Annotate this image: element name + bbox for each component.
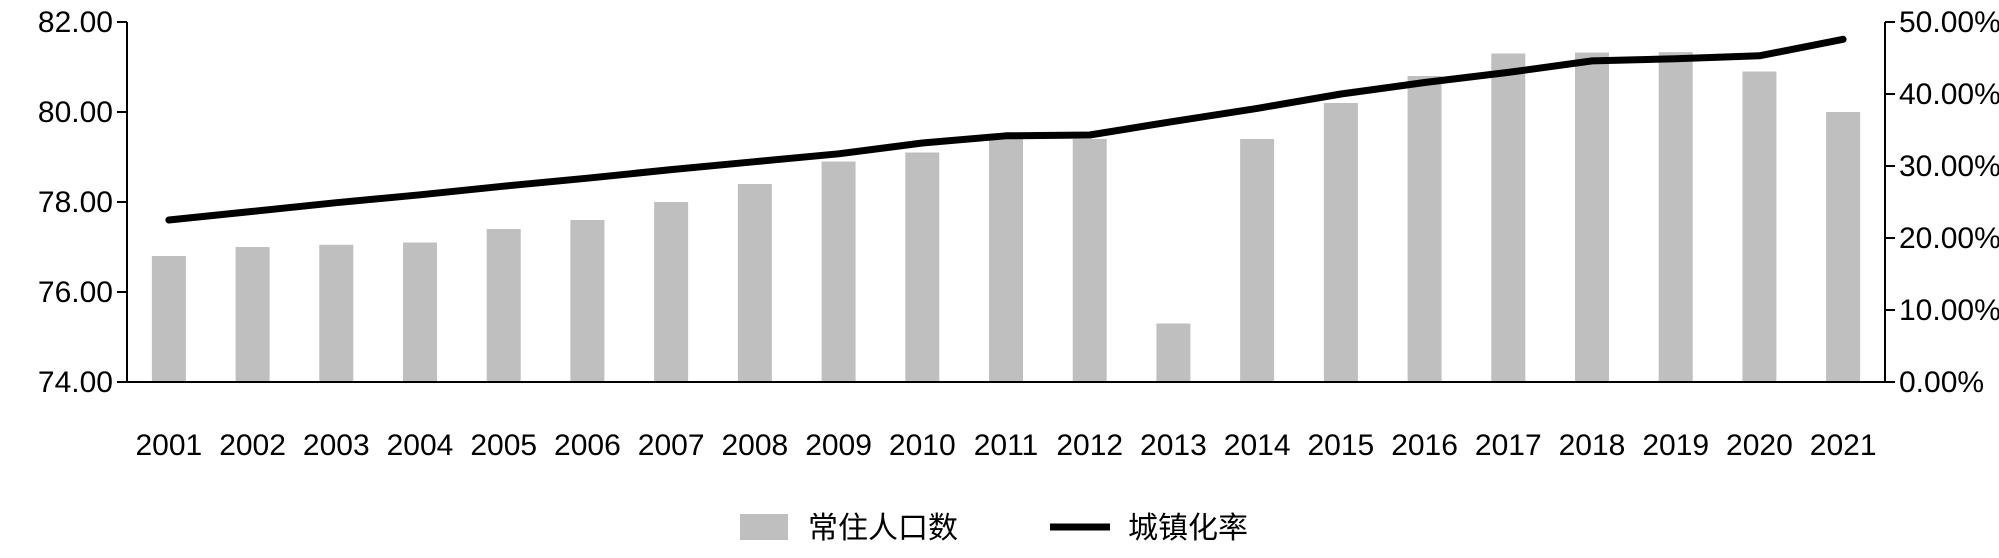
x-tick-label: 2002 [219, 429, 286, 462]
bar-2017 [1491, 53, 1526, 382]
legend-label-population: 常住人口数 [808, 511, 958, 546]
bar-2021 [1826, 112, 1861, 382]
bar-2008 [737, 184, 772, 382]
left-tick-label: 82.00 [38, 6, 113, 39]
bar-2015 [1323, 103, 1358, 382]
x-tick-label: 2014 [1224, 429, 1291, 462]
bar-2016 [1407, 76, 1442, 382]
x-tick-label: 2003 [303, 429, 370, 462]
x-tick-label: 2008 [721, 429, 788, 462]
x-tick-label: 2011 [974, 429, 1039, 462]
bar-2019 [1658, 52, 1693, 383]
left-tick-label: 78.00 [38, 186, 113, 219]
bar-2013 [1156, 323, 1191, 382]
x-tick-label: 2004 [387, 429, 454, 462]
legend-label-urbanization: 城镇化率 [1128, 511, 1248, 546]
bar-2002 [235, 247, 270, 382]
urbanization-line [165, 35, 1847, 224]
bar-2003 [319, 244, 354, 382]
x-tick-label: 2018 [1559, 429, 1626, 462]
x-tick-label: 2021 [1810, 429, 1877, 462]
left-tick-label: 80.00 [38, 96, 113, 129]
bar-2011 [989, 139, 1023, 382]
bar-2004 [403, 242, 437, 382]
bar-2001 [151, 256, 186, 382]
bar-2012 [1072, 139, 1107, 382]
line-series-urbanization [165, 35, 1847, 224]
x-tick-label: 2007 [638, 429, 705, 462]
legend: 常住人口数 城镇化率 [740, 511, 1248, 546]
right-tick-label: 0.00% [1899, 366, 1984, 399]
left-tick-label: 74.00 [38, 366, 113, 399]
bar-2007 [654, 202, 689, 382]
x-tick-label: 2005 [470, 429, 537, 462]
bar-2018 [1575, 52, 1609, 382]
x-tick-label: 2006 [554, 429, 621, 462]
bar-series-population [151, 52, 1861, 383]
x-tick-label: 2009 [805, 429, 872, 462]
x-tick-label: 2017 [1475, 429, 1542, 462]
right-tick-label: 10.00% [1899, 294, 1999, 327]
x-tick-label: 2013 [1140, 429, 1207, 462]
right-tick-label: 30.00% [1899, 150, 1999, 183]
right-tick-label: 40.00% [1899, 78, 1999, 111]
bar-2005 [486, 229, 521, 382]
x-tick-label: 2019 [1642, 429, 1709, 462]
right-tick-label: 50.00% [1899, 6, 1999, 39]
x-tick-label: 2015 [1307, 429, 1374, 462]
bar-2010 [905, 152, 940, 382]
bar-2020 [1742, 71, 1777, 382]
axes: 74.00 76.00 78.00 80.00 82.00 0.00% 10.00% 20.… [38, 6, 1999, 462]
bar-2009 [821, 161, 856, 382]
x-tick-label: 2020 [1726, 429, 1793, 462]
right-tick-label: 20.00% [1899, 222, 1999, 255]
x-tick-label: 2016 [1391, 429, 1458, 462]
left-axis-ticks: 74.00 76.00 78.00 80.00 82.00 [38, 6, 127, 399]
x-axis-ticks: 2001 2002 2003 2004 2005 2006 2007 2008 2009 2010… [135, 429, 1876, 462]
left-tick-label: 76.00 [38, 276, 113, 309]
x-tick-label: 2010 [889, 429, 956, 462]
x-tick-label: 2012 [1056, 429, 1123, 462]
x-tick-label: 2001 [135, 429, 202, 462]
bar-2006 [570, 220, 605, 382]
right-axis-ticks: 0.00% 10.00% 20.00% 30.00% 40.00% 50.00% [1885, 6, 1999, 399]
bar-2014 [1240, 139, 1275, 382]
legend-swatch-population [740, 514, 788, 540]
